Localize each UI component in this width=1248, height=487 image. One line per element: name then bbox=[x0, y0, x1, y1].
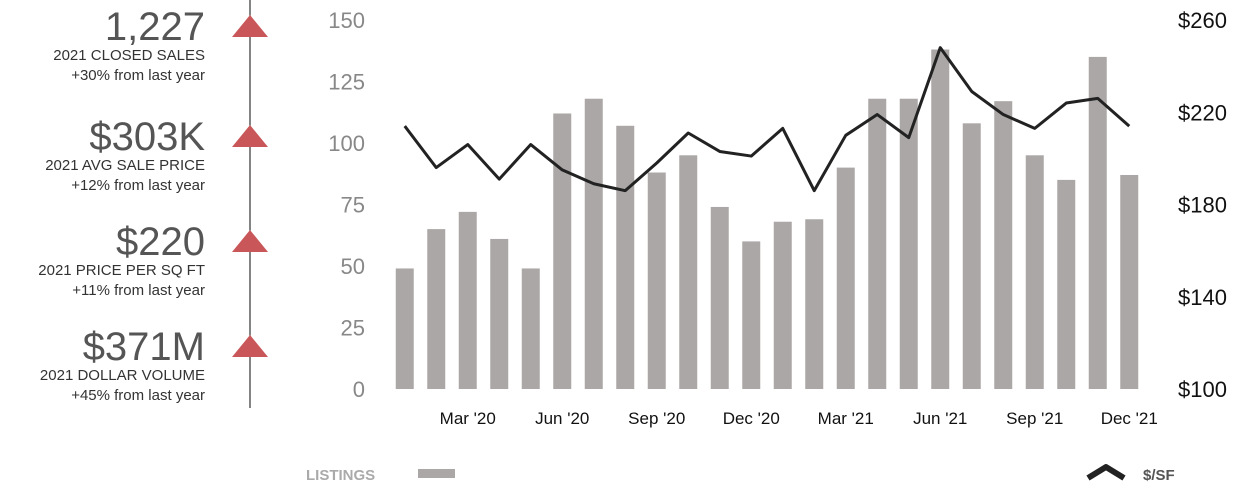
y-tick-label: 50 bbox=[341, 254, 365, 279]
y-tick-label: 150 bbox=[328, 8, 365, 33]
stat-value: $303K bbox=[89, 115, 205, 159]
stat-change: +12% from last year bbox=[71, 177, 205, 194]
up-triangle bbox=[232, 230, 268, 252]
bar bbox=[710, 206, 729, 389]
y2-tick-label: $220 bbox=[1178, 100, 1227, 125]
bar bbox=[742, 241, 761, 389]
y2-tick-label: $180 bbox=[1178, 193, 1227, 218]
up-triangle bbox=[232, 125, 268, 147]
x-tick-label: Sep '21 bbox=[1006, 409, 1063, 428]
bar bbox=[679, 155, 698, 389]
legend-swatch bbox=[418, 469, 455, 478]
stat-label: 2021 PRICE PER SQ FT bbox=[38, 262, 205, 279]
bar bbox=[1025, 155, 1044, 389]
stat-value: 1,227 bbox=[105, 5, 205, 49]
stat-label: 2021 DOLLAR VOLUME bbox=[40, 367, 205, 384]
x-tick-label: Dec '21 bbox=[1101, 409, 1158, 428]
legend-label: $/SF bbox=[1143, 467, 1175, 484]
x-tick-label: Jun '20 bbox=[535, 409, 589, 428]
bar bbox=[931, 49, 950, 390]
stat-change: +30% from last year bbox=[71, 67, 205, 84]
bar bbox=[647, 172, 666, 389]
bar bbox=[1057, 179, 1076, 389]
up-triangle bbox=[232, 335, 268, 357]
x-tick-label: Mar '21 bbox=[818, 409, 874, 428]
y-tick-label: 75 bbox=[341, 193, 365, 218]
bar bbox=[994, 101, 1013, 390]
bar bbox=[805, 219, 824, 389]
bar bbox=[427, 229, 446, 389]
bar bbox=[773, 221, 792, 389]
y2-tick-label: $260 bbox=[1178, 8, 1227, 33]
bar bbox=[458, 211, 477, 389]
bar bbox=[521, 268, 540, 389]
up-triangle bbox=[232, 15, 268, 37]
stat-change: +11% from last year bbox=[72, 282, 205, 299]
bar bbox=[1120, 174, 1139, 389]
y-tick-label: 100 bbox=[328, 131, 365, 156]
bar bbox=[899, 98, 918, 389]
stat-value: $371M bbox=[83, 325, 205, 369]
bar bbox=[584, 98, 603, 389]
x-tick-label: Mar '20 bbox=[440, 409, 496, 428]
y-tick-label: 125 bbox=[328, 70, 365, 95]
stat-label: 2021 CLOSED SALES bbox=[53, 47, 205, 64]
legend-swatch bbox=[1086, 464, 1126, 481]
x-tick-label: Dec '20 bbox=[723, 409, 780, 428]
bar bbox=[962, 123, 981, 389]
bar bbox=[395, 268, 414, 389]
x-tick-label: Sep '20 bbox=[628, 409, 685, 428]
stat-change: +45% from last year bbox=[71, 387, 205, 404]
y-tick-label: 25 bbox=[341, 316, 365, 341]
y-tick-label: 0 bbox=[353, 377, 365, 402]
legend-label: LISTINGS bbox=[306, 467, 375, 484]
y2-tick-label: $140 bbox=[1178, 285, 1227, 310]
stat-label: 2021 AVG SALE PRICE bbox=[45, 157, 205, 174]
stat-value: $220 bbox=[116, 220, 205, 264]
bar bbox=[616, 125, 635, 389]
bar bbox=[1088, 56, 1107, 390]
x-tick-label: Jun '21 bbox=[913, 409, 967, 428]
bar bbox=[553, 113, 572, 389]
bar bbox=[490, 238, 509, 389]
bar bbox=[836, 167, 855, 389]
bar bbox=[868, 98, 887, 389]
y2-tick-label: $100 bbox=[1178, 377, 1227, 402]
line bbox=[403, 46, 1131, 193]
